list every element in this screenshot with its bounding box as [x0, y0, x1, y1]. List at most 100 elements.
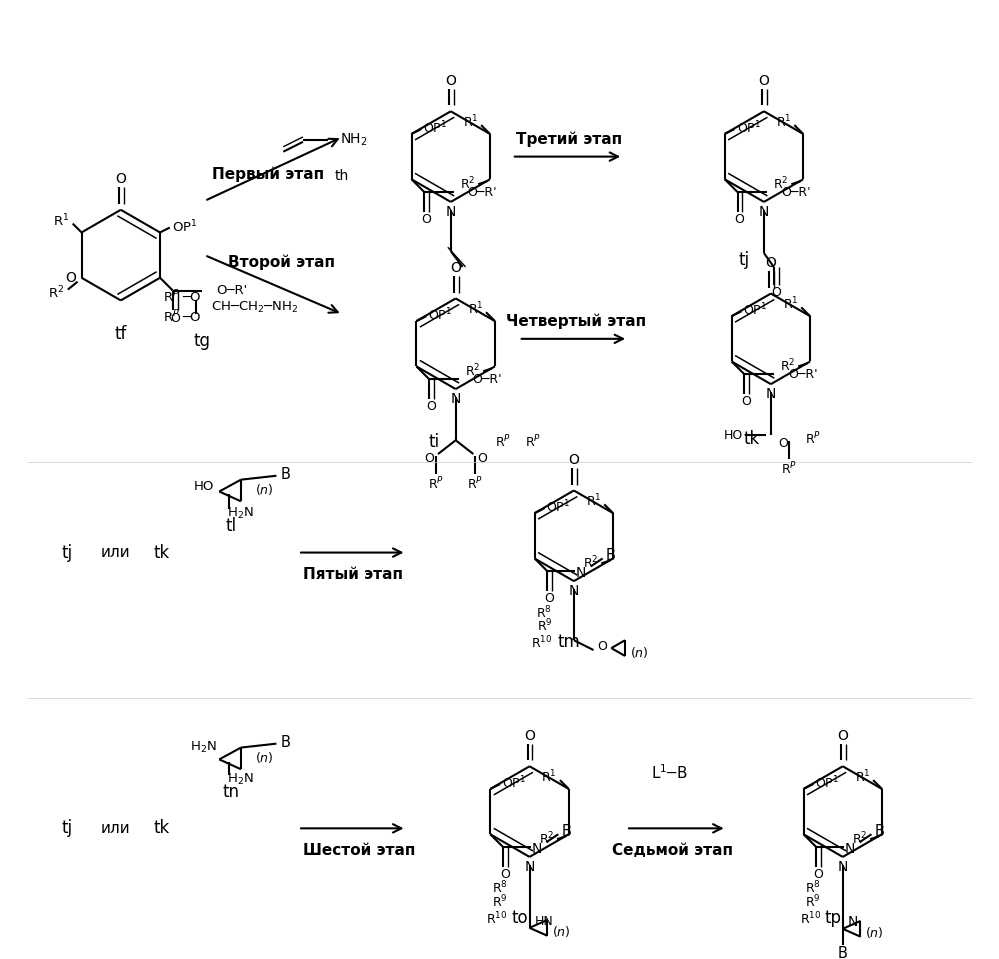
Text: O: O — [422, 213, 432, 226]
Text: OP$^1$: OP$^1$ — [736, 120, 761, 136]
Text: N: N — [759, 205, 769, 219]
Text: R$^1$: R$^1$ — [468, 301, 484, 317]
Text: R$^2$: R$^2$ — [460, 175, 476, 193]
Text: B: B — [605, 548, 615, 563]
Text: R$^P$: R$^P$ — [163, 309, 180, 325]
Text: O: O — [597, 640, 607, 653]
Text: R$^8$: R$^8$ — [536, 604, 552, 620]
Text: B: B — [281, 736, 291, 750]
Text: O: O — [741, 395, 751, 409]
Text: N: N — [765, 387, 776, 401]
Text: R$^8$: R$^8$ — [493, 880, 507, 897]
Text: O: O — [568, 453, 579, 467]
Text: O: O — [758, 74, 769, 88]
Text: ─O: ─O — [182, 311, 201, 323]
Text: R$^1$: R$^1$ — [585, 493, 601, 509]
Text: HN: HN — [534, 916, 553, 928]
Text: OP$^1$: OP$^1$ — [743, 302, 767, 318]
Text: O: O — [765, 256, 776, 270]
Text: B: B — [874, 824, 884, 839]
Text: Первый этап: Первый этап — [213, 167, 325, 182]
Text: N: N — [524, 860, 534, 874]
Text: L$^1$─B: L$^1$─B — [651, 762, 687, 782]
Text: R$^2$: R$^2$ — [852, 830, 867, 848]
Text: O─R': O─R' — [788, 368, 817, 381]
Text: ($n$): ($n$) — [865, 925, 884, 940]
Text: O: O — [451, 261, 462, 275]
Text: N: N — [575, 566, 586, 580]
Text: ($n$): ($n$) — [630, 644, 648, 660]
Text: ti: ti — [429, 433, 440, 452]
Text: R$^P$: R$^P$ — [496, 433, 511, 451]
Text: O─R': O─R' — [473, 373, 502, 386]
Text: CH─CH$_2$─NH$_2$: CH─CH$_2$─NH$_2$ — [212, 300, 299, 315]
Text: R$^1$: R$^1$ — [854, 769, 870, 785]
Text: H$_2$N: H$_2$N — [191, 740, 218, 755]
Text: R$^{10}$: R$^{10}$ — [530, 635, 552, 651]
Text: ─O: ─O — [182, 291, 201, 304]
Text: tk: tk — [743, 431, 759, 448]
Text: R$^{10}$: R$^{10}$ — [487, 911, 507, 927]
Text: Третий этап: Третий этап — [515, 131, 622, 147]
Text: O: O — [446, 74, 457, 88]
Text: R$^P$: R$^P$ — [428, 476, 444, 492]
Text: to: to — [511, 909, 528, 927]
Text: th: th — [335, 170, 349, 183]
Text: O: O — [500, 868, 510, 881]
Text: N: N — [568, 584, 579, 598]
Text: R$^1$: R$^1$ — [541, 769, 557, 785]
Text: O: O — [427, 400, 437, 413]
Text: ($n$): ($n$) — [255, 482, 274, 497]
Text: H$_2$N: H$_2$N — [227, 772, 254, 786]
Text: R$^P$: R$^P$ — [468, 476, 484, 492]
Text: tk: tk — [153, 544, 170, 562]
Text: R$^1$: R$^1$ — [783, 296, 798, 313]
Text: N: N — [446, 205, 456, 219]
Text: O: O — [478, 452, 488, 464]
Text: O: O — [65, 270, 76, 285]
Text: O: O — [524, 729, 535, 743]
Text: OP$^1$: OP$^1$ — [424, 120, 448, 136]
Text: O: O — [425, 452, 434, 464]
Text: R$^1$: R$^1$ — [463, 114, 479, 130]
Text: tn: tn — [223, 783, 240, 801]
Text: R$^P$: R$^P$ — [780, 460, 796, 478]
Text: tk: tk — [153, 819, 170, 837]
Text: N: N — [844, 842, 855, 856]
Text: O: O — [734, 213, 744, 226]
Text: R$^8$: R$^8$ — [805, 880, 821, 897]
Text: R$^9$: R$^9$ — [536, 619, 552, 635]
Text: B: B — [561, 824, 571, 839]
Text: N: N — [837, 860, 848, 874]
Text: OP$^1$: OP$^1$ — [546, 499, 570, 516]
Text: O: O — [170, 312, 180, 325]
Text: tj: tj — [62, 819, 73, 837]
Text: Седьмой этап: Седьмой этап — [611, 843, 733, 857]
Text: B: B — [281, 467, 291, 482]
Text: R$^2$: R$^2$ — [48, 284, 64, 301]
Text: ($n$): ($n$) — [552, 924, 570, 939]
Text: H$_2$N: H$_2$N — [227, 505, 254, 521]
Text: R$^2$: R$^2$ — [780, 358, 795, 375]
Text: R$^P$: R$^P$ — [805, 431, 821, 448]
Text: B: B — [838, 946, 848, 959]
Text: R$^9$: R$^9$ — [493, 894, 507, 910]
Text: R$^1$: R$^1$ — [776, 114, 791, 130]
Text: tf: tf — [115, 325, 127, 343]
Text: O: O — [837, 729, 848, 743]
Text: O: O — [779, 436, 788, 450]
Text: tm: tm — [557, 633, 580, 651]
Text: R$^2$: R$^2$ — [582, 555, 598, 572]
Text: OP$^1$: OP$^1$ — [815, 775, 839, 791]
Text: tp: tp — [824, 909, 841, 927]
Text: tj: tj — [62, 544, 73, 562]
Text: R$^9$: R$^9$ — [805, 894, 821, 910]
Text: Пятый этап: Пятый этап — [303, 567, 403, 582]
Text: Шестой этап: Шестой этап — [303, 843, 416, 857]
Text: или: или — [101, 545, 131, 560]
Text: O─R': O─R' — [468, 185, 498, 199]
Text: N: N — [451, 392, 461, 406]
Text: R$^2$: R$^2$ — [465, 363, 481, 380]
Text: OP$^1$: OP$^1$ — [429, 307, 453, 323]
Text: tl: tl — [226, 517, 237, 535]
